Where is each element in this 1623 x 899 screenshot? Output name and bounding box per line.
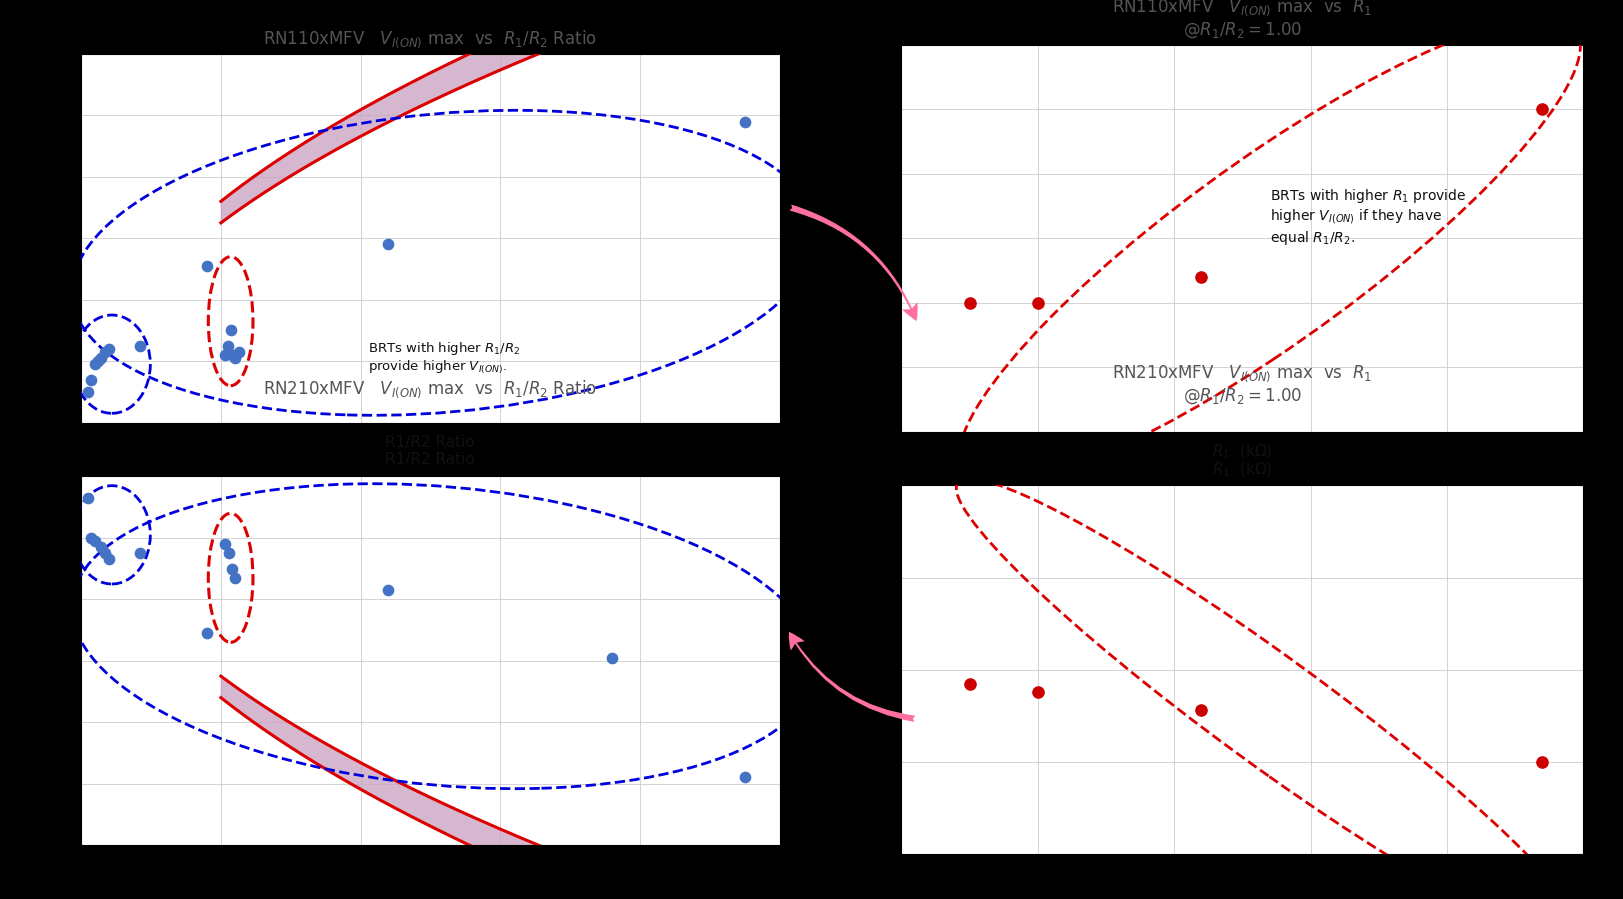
Text: BRTs with higher $R_1$/$R_2$
provide higher $V_{I(ON)}$.: BRTs with higher $R_1$/$R_2$ provide hig… [367, 340, 519, 377]
Point [222, 571, 248, 585]
Point [83, 534, 109, 548]
Point [75, 491, 101, 505]
X-axis label: $R_1$  (kΩ): $R_1$ (kΩ) [1211, 461, 1272, 479]
Point [732, 114, 758, 129]
Y-axis label: $V_{I(ON)}$  max: $V_{I(ON)}$ max [860, 197, 880, 280]
Point [78, 530, 104, 545]
Point [732, 770, 758, 785]
Point [375, 237, 401, 252]
Point [956, 677, 982, 691]
Point [193, 626, 219, 640]
Title: RN110xMFV   $V_{I(ON)}$ max  vs  $R_1$
$@R_1/R_2 = 1.00$: RN110xMFV $V_{I(ON)}$ max vs $R_1$ $@R_1… [1112, 0, 1371, 40]
X-axis label: $R_1$  (kΩ): $R_1$ (kΩ) [1211, 442, 1272, 461]
Point [956, 296, 982, 310]
Point [213, 537, 239, 551]
Point [83, 357, 109, 371]
Title: RN210xMFV   $V_{I(ON)}$ max  vs  $R_1$
$@R_1/R_2 = 1.00$: RN210xMFV $V_{I(ON)}$ max vs $R_1$ $@R_1… [1112, 363, 1371, 406]
Point [213, 348, 239, 362]
Point [127, 546, 153, 560]
Point [84, 354, 110, 369]
Title: RN210xMFV   $V_{I(ON)}$ max  vs  $R_1$/$R_2$ Ratio: RN210xMFV $V_{I(ON)}$ max vs $R_1$/$R_2$… [263, 378, 597, 399]
Point [96, 342, 122, 356]
X-axis label: R1/R2 Ratio: R1/R2 Ratio [385, 435, 476, 450]
Point [1188, 270, 1214, 284]
Point [375, 583, 401, 597]
Point [88, 540, 114, 555]
Point [1024, 296, 1050, 310]
Point [1188, 703, 1214, 717]
Point [127, 339, 153, 353]
Text: BRTs with higher $R_1$ provide
higher $V_{I(ON)}$ if they have
equal $R_1$/$R_2$: BRTs with higher $R_1$ provide higher $V… [1269, 187, 1466, 247]
Point [1529, 755, 1555, 770]
Point [96, 552, 122, 566]
Point [222, 351, 248, 365]
Point [193, 259, 219, 273]
Point [75, 385, 101, 399]
Point [93, 546, 118, 560]
Point [599, 651, 625, 665]
Point [214, 339, 240, 353]
Point [219, 348, 245, 362]
Point [78, 372, 104, 387]
Y-axis label: $V_{I(ON)}$  max: $V_{I(ON)}$ max [836, 628, 855, 711]
Point [88, 351, 114, 365]
Point [216, 546, 242, 560]
Point [1024, 685, 1050, 699]
Point [1529, 102, 1555, 117]
Point [226, 344, 252, 359]
Point [93, 344, 118, 359]
X-axis label: R1/R2 Ratio: R1/R2 Ratio [385, 452, 476, 467]
Y-axis label: $V_{I(ON)}$  max: $V_{I(ON)}$ max [31, 197, 50, 280]
Point [217, 323, 243, 337]
Point [219, 561, 245, 576]
Title: RN110xMFV   $V_{I(ON)}$ max  vs  $R_1$/$R_2$ Ratio: RN110xMFV $V_{I(ON)}$ max vs $R_1$/$R_2$… [263, 29, 597, 50]
Y-axis label: $V_{I(ON)}$  max: $V_{I(ON)}$ max [19, 619, 39, 702]
